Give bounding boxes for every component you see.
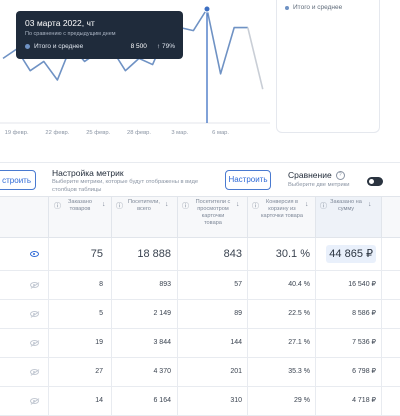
help-icon[interactable]: ⓘ bbox=[252, 203, 259, 210]
table-row: 19 3 844 144 27.1 % 7 536 ₽ bbox=[0, 329, 400, 358]
x-tick-label: 19 февр. bbox=[5, 130, 29, 136]
projection-line bbox=[247, 27, 264, 90]
help-icon[interactable]: ? bbox=[335, 170, 345, 180]
cell-value: 8 586 ₽ bbox=[352, 310, 376, 317]
table-row: 27 4 370 201 35.3 % 6 798 ₽ bbox=[0, 358, 400, 387]
column-header-ordered-sum[interactable]: Заказано на сумму bbox=[330, 199, 362, 212]
arrow-up-icon: ↑ bbox=[156, 43, 161, 50]
tooltip-label: Итого и среднее bbox=[34, 43, 84, 50]
sort-arrow-icon[interactable]: ↓ bbox=[305, 201, 309, 208]
configure-button[interactable]: Настроить bbox=[225, 170, 271, 190]
compare-toggle[interactable] bbox=[367, 177, 383, 186]
tooltip-value: 8 500 bbox=[130, 43, 147, 50]
help-icon[interactable]: ⓘ bbox=[182, 203, 189, 210]
column-header-card-visitors[interactable]: Посетители с просмотром карточки товара bbox=[195, 199, 231, 226]
cell-value: 6 164 bbox=[153, 397, 171, 404]
cell-value: 2 149 bbox=[153, 310, 171, 317]
cell-value: 6 798 ₽ bbox=[352, 368, 376, 375]
help-icon[interactable]: ⓘ bbox=[116, 203, 123, 210]
series-dot-icon bbox=[285, 5, 289, 10]
table-row: 14 6 164 310 29 % 4 718 ₽ bbox=[0, 387, 400, 416]
compare-title-text: Сравнение bbox=[288, 170, 332, 180]
cell-value: 30.1 % bbox=[275, 248, 310, 260]
cell-value: 4 718 ₽ bbox=[352, 397, 376, 404]
x-tick-label: 6 мар. bbox=[212, 130, 229, 136]
tooltip-subtitle: По сравнению с предыдущим днем bbox=[25, 31, 116, 37]
cell-value: 57 bbox=[234, 281, 242, 288]
series-dot-icon bbox=[25, 44, 30, 49]
cell-value: 27 bbox=[95, 368, 103, 375]
cell-value: 201 bbox=[230, 368, 242, 375]
metrics-toolbar: строить Настройка метрик Выберите метрик… bbox=[0, 162, 400, 197]
cell-value: 3 844 bbox=[153, 339, 171, 346]
table-header: ⓘ ↓ Заказано товаров ⓘ ↓ Посетители, все… bbox=[0, 196, 400, 238]
cell-value: 5 bbox=[99, 310, 103, 317]
compare-title: Сравнение ? bbox=[288, 170, 345, 180]
x-tick-label: 28 февр. bbox=[127, 130, 151, 136]
highlighted-data-point[interactable] bbox=[203, 5, 211, 13]
cell-value: 310 bbox=[230, 397, 242, 404]
column-header-visitors[interactable]: Посетители, всего bbox=[128, 199, 160, 212]
sort-arrow-icon[interactable]: ↓ bbox=[368, 201, 372, 208]
chart-tooltip: 03 марта 2022, чт По сравнению с предыду… bbox=[16, 11, 183, 59]
cell-value: 89 bbox=[234, 310, 242, 317]
sort-arrow-icon[interactable]: ↓ bbox=[236, 201, 240, 208]
column-header-conversion[interactable]: Конверсия в корзину из карточки товара bbox=[260, 199, 304, 219]
cell-value: 4 370 bbox=[153, 368, 171, 375]
cell-value: 843 bbox=[223, 248, 242, 260]
cell-value: 22.5 % bbox=[288, 310, 310, 317]
table-row-total: 75 18 888 843 30.1 % 44 865 ₽ bbox=[0, 238, 400, 271]
x-tick-label: 25 февр. bbox=[86, 130, 110, 136]
line-chart: 19 февр. 22 февр. 25 февр. 28 февр. 3 мар. 6 … bbox=[0, 5, 270, 136]
legend-label: Итого и среднее bbox=[293, 4, 343, 11]
cell-value: 8 bbox=[99, 281, 103, 288]
help-icon[interactable]: ⓘ bbox=[320, 203, 327, 210]
table-row: 8 893 57 40.4 % 16 540 ₽ bbox=[0, 271, 400, 300]
cell-value: 40.4 % bbox=[288, 281, 310, 288]
cell-value: 75 bbox=[90, 248, 103, 260]
sort-arrow-icon[interactable]: ↓ bbox=[165, 201, 169, 208]
cell-value: 19 bbox=[95, 339, 103, 346]
tooltip-change: ↑ 79% bbox=[157, 43, 175, 50]
cell-value: 18 888 bbox=[137, 248, 171, 260]
legend-item[interactable]: Итого и среднее bbox=[285, 4, 342, 11]
cell-value: 29 % bbox=[294, 397, 310, 404]
legend-panel: Итого и среднее bbox=[276, 0, 380, 133]
metrics-settings-title: Настройка метрик bbox=[52, 168, 124, 178]
table-row: 5 2 149 89 22.5 % 8 586 ₽ bbox=[0, 300, 400, 329]
cell-value: 16 540 ₽ bbox=[348, 281, 376, 288]
compare-description: Выберите две метрики bbox=[288, 182, 350, 188]
toggle-knob bbox=[369, 179, 374, 184]
tooltip-date: 03 марта 2022, чт bbox=[25, 18, 95, 28]
cell-value: 893 bbox=[159, 281, 171, 288]
x-tick-label: 3 мар. bbox=[171, 130, 188, 136]
chart-area: 19 февр. 22 февр. 25 февр. 28 февр. 3 мар. 6 … bbox=[0, 0, 400, 160]
metrics-table: ⓘ ↓ Заказано товаров ⓘ ↓ Посетители, все… bbox=[0, 196, 400, 416]
cell-value: 35.3 % bbox=[288, 368, 310, 375]
tooltip-change-value: 79% bbox=[161, 43, 175, 50]
eye-icon[interactable] bbox=[30, 251, 39, 257]
cell-value: 14 bbox=[95, 397, 103, 404]
build-button[interactable]: строить bbox=[0, 170, 36, 190]
cell-value: 144 bbox=[230, 339, 242, 346]
sort-arrow-icon[interactable]: ↓ bbox=[102, 201, 106, 208]
column-header-ordered[interactable]: Заказано товаров bbox=[68, 199, 92, 212]
help-icon[interactable]: ⓘ bbox=[54, 203, 61, 210]
cell-value: 7 536 ₽ bbox=[352, 339, 376, 346]
cell-value: 27.1 % bbox=[288, 339, 310, 346]
cell-value-highlighted: 44 865 ₽ bbox=[326, 245, 376, 263]
x-tick-label: 22 февр. bbox=[45, 130, 69, 136]
metrics-settings-description: Выберите метрики, которые будут отображе… bbox=[52, 179, 199, 193]
tooltip-row: Итого и среднее 8 500 ↑ 79% bbox=[25, 43, 175, 50]
